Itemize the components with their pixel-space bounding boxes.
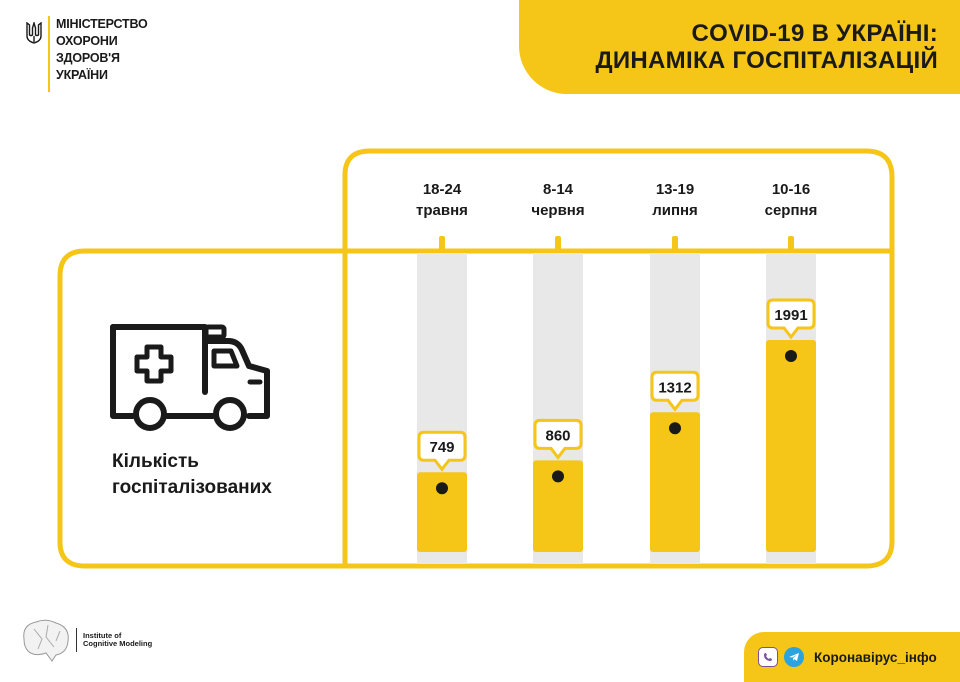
value-callout [417,430,467,472]
bar [650,412,700,552]
channel-banner: Коронавірус_інфо [744,632,960,682]
trident-icon [26,22,42,44]
left-frame [57,248,345,569]
header-title-line2: ДИНАМІКА ГОСПІТАЛІЗАЦІЙ [595,47,938,74]
category-label: серпня [765,202,818,219]
data-label: 749 [429,439,454,456]
bar [533,460,583,552]
data-label: 860 [545,427,570,444]
bar [417,472,467,552]
category-tick [555,236,561,250]
value-callout [650,370,700,412]
header-title-line1: COVID-19 В УКРАЇНІ: [691,20,938,47]
brain-icon [23,619,69,662]
bar-marker [669,422,681,435]
category-label: травня [416,202,468,219]
ministry-logo: МІНІСТЕРСТВО ОХОРОНИ ЗДОРОВ'Я УКРАЇНИ [26,16,148,92]
bar-marker [785,350,797,362]
data-label: 1312 [658,379,691,396]
ministry-name: МІНІСТЕРСТВО ОХОРОНИ ЗДОРОВ'Я УКРАЇНИ [56,17,148,82]
value-callout [766,298,816,340]
bar-marker [552,470,564,483]
category-tick [672,236,678,250]
institute-name: Institute of Cognitive Modeling [83,631,153,648]
category-label: 13-19 [656,181,694,198]
channel-name[interactable]: Коронавірус_інфо [814,649,937,665]
telegram-icon[interactable] [784,647,804,667]
ambulance-icon [110,324,270,431]
category-tick [439,236,445,250]
value-callout [533,418,583,460]
category-label: 18-24 [423,181,462,198]
right-frame [342,148,895,569]
institute-divider [76,628,77,652]
bar [766,340,816,552]
header-banner: COVID-19 В УКРАЇНІ: ДИНАМІКА ГОСПІТАЛІЗА… [519,0,960,94]
chart-subject-label: Кількість госпіталізованих [112,451,272,498]
bar-marker [436,482,448,495]
institute-logo: Institute of Cognitive Modeling [20,617,152,663]
category-tick [788,236,794,250]
logo-divider [48,16,50,92]
data-label: 1991 [774,307,807,324]
category-label: липня [652,202,698,219]
category-label: 8-14 [543,181,574,198]
viber-icon[interactable] [758,647,778,667]
category-label: червня [531,202,584,219]
category-label: 10-16 [772,181,810,198]
